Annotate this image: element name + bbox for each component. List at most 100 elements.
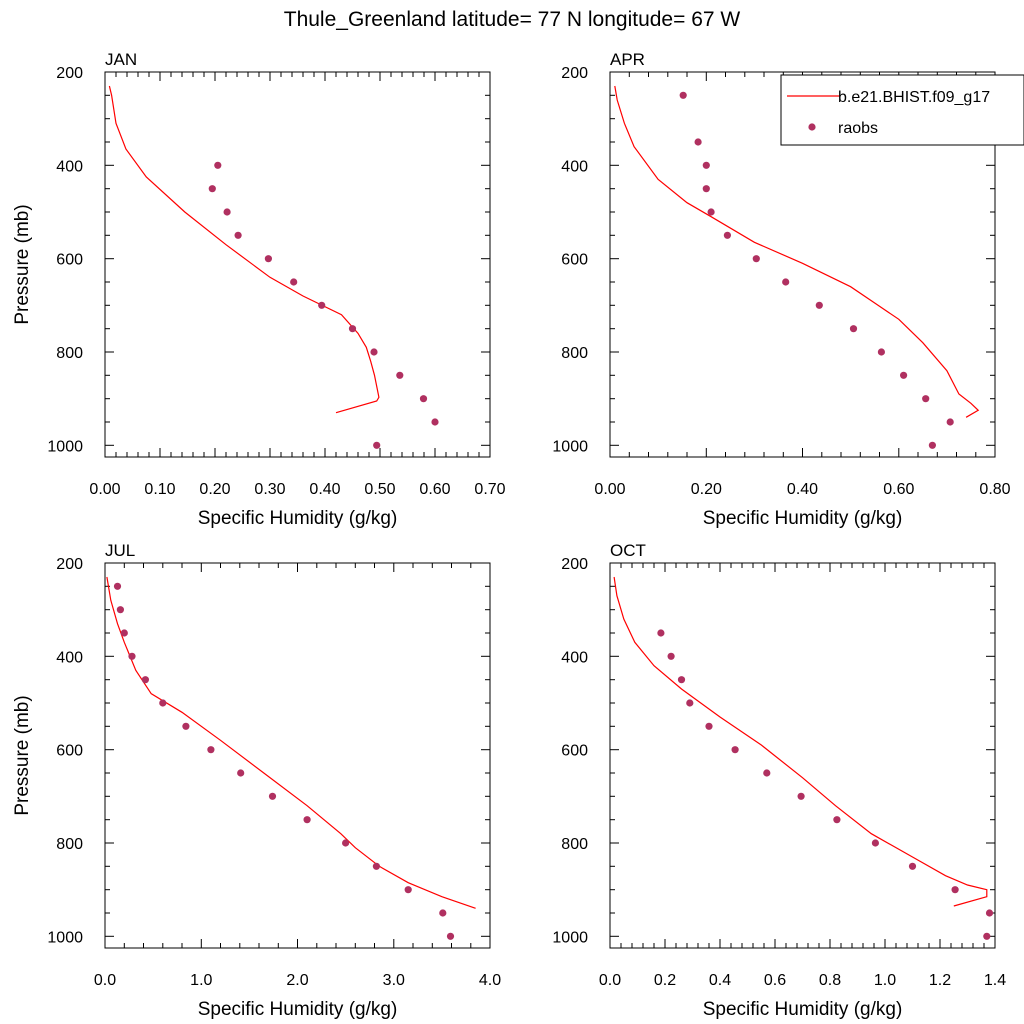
x-tick-label: 3.0 [383,972,405,989]
panels: JAN 0.00 0.10 0.20 0.30 0.40 0.50 0.60 0.70 200 40… [12,50,1024,1020]
obs-point [208,185,216,193]
obs-point [318,301,326,309]
y-tick-label: 1000 [47,438,83,455]
y-tick-label: 200 [56,556,83,573]
x-tick-label: 0.0 [599,972,621,989]
obs-point [237,769,245,777]
obs-point [159,699,167,707]
plot-frame [104,562,491,949]
y-tick-label: 600 [56,743,83,760]
obs-point [694,138,702,146]
x-tick-label: 0.20 [691,481,722,498]
x-tick-label: 0.80 [979,481,1010,498]
obs-point [264,255,272,263]
x-tick-label: 0.0 [94,972,116,989]
obs-point [928,441,937,449]
obs-point [833,816,841,824]
y-tick-label: 800 [561,836,588,853]
y-tick-label: 800 [56,345,83,362]
y-tick-label: 400 [56,649,83,666]
obs-point [303,816,311,824]
y-axis-title: Pressure (mb) [12,204,33,324]
obs-point [113,582,122,590]
panel-apr: APR 0.00 0.20 0.40 0.60 0.80 200 400 600 800 1000 S… [552,50,1024,529]
obs-point [446,932,455,940]
obs-point [985,909,994,917]
y-axis-title: Pressure (mb) [12,695,33,815]
obs-point [922,395,930,403]
obs-point [667,652,675,660]
x-tick-label: 0.8 [819,972,841,989]
x-tick-label: 1.2 [929,972,951,989]
obs-point [686,699,694,707]
y-tick-label: 400 [561,649,588,666]
y-tick-label: 1000 [47,929,83,946]
x-axis-title: Specific Humidity (g/kg) [198,999,398,1020]
obs-point [679,91,687,99]
obs-point [871,839,880,847]
x-tick-label: 0.6 [764,972,786,989]
obs-point [657,629,665,637]
obs-point [182,722,190,730]
obs-point [731,746,739,754]
x-tick-label: 0.60 [883,481,914,498]
obs-point [797,792,805,800]
obs-point [677,676,686,684]
x-tick-label: 0.50 [364,481,395,498]
legend-label: b.e21.BHIST.f09_g17 [838,89,990,106]
figure-title: Thule_Greenland latitude= 77 N longitude… [284,8,741,31]
model-line [613,576,988,907]
x-tick-label: 0.30 [254,481,285,498]
panel-jul: JUL 0.0 1.0 2.0 3.0 4.0 200 400 600 800 1000 Specif… [12,541,501,1020]
obs-point [348,325,357,333]
x-tick-label: 0.70 [474,481,505,498]
y-tick-label: 200 [561,65,588,82]
y-tick-label: 600 [561,743,588,760]
obs-point [877,348,886,356]
obs-point [372,862,380,870]
model-line [614,85,980,418]
obs-point [396,371,404,379]
obs-point [419,395,428,403]
legend-label: raobs [838,120,878,137]
obs-point [782,278,790,286]
x-tick-label: 0.4 [709,972,731,989]
y-tick-label: 200 [561,556,588,573]
x-tick-label: 2.0 [286,972,308,989]
obs-point [983,932,991,940]
obs-point [223,208,231,216]
x-tick-label: 4.0 [479,972,501,989]
obs-point [702,161,710,169]
x-tick-label: 0.2 [654,972,676,989]
y-tick-label: 400 [561,158,588,175]
y-tick-label: 600 [56,252,83,269]
obs-point [290,278,298,286]
panel-label: JAN [105,50,137,69]
panel-jan: JAN 0.00 0.10 0.20 0.30 0.40 0.50 0.60 0.70 200 40… [12,50,506,529]
obs-point [373,441,381,449]
x-tick-label: 0.00 [89,481,120,498]
obs-point [702,185,710,193]
obs-point [404,886,412,894]
model-line [106,576,476,909]
obs-point [707,208,715,216]
y-tick-label: 1000 [552,929,588,946]
y-tick-label: 200 [56,65,83,82]
x-tick-label: 0.20 [199,481,230,498]
obs-point [849,325,858,333]
x-tick-label: 0.10 [144,481,175,498]
obs-point [128,652,136,660]
obs-point [439,909,447,917]
panel-label: OCT [610,541,646,560]
panel-label: JUL [105,541,135,560]
x-tick-label: 0.40 [309,481,340,498]
obs-point [120,629,128,637]
obs-point [752,255,760,263]
plot-frame [609,562,996,949]
x-axis-title: Specific Humidity (g/kg) [703,999,903,1020]
x-tick-label: 0.60 [419,481,450,498]
y-tick-label: 800 [561,345,588,362]
x-axis-title: Specific Humidity (g/kg) [198,508,398,529]
